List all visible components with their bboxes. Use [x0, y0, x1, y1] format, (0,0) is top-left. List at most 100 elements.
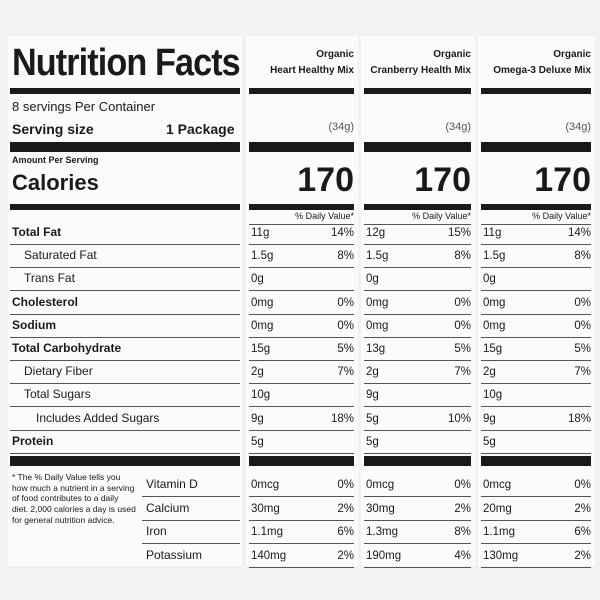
thick-bar	[481, 142, 591, 152]
row-rule	[364, 290, 471, 292]
row-rule	[249, 290, 354, 292]
percent-dv: 4%	[454, 549, 471, 562]
percent-dv: 7%	[454, 366, 471, 379]
amount: 2g	[366, 366, 379, 379]
amount: 0mg	[366, 296, 389, 309]
amount: 1.1mg	[483, 526, 515, 538]
percent-dv: 0%	[454, 319, 471, 332]
row-rule	[364, 543, 471, 544]
amount-per-serving: Amount Per Serving	[12, 155, 99, 165]
row-rule	[10, 429, 240, 431]
row-rule	[481, 336, 591, 338]
row-rule	[10, 336, 240, 338]
row-rule	[10, 383, 240, 385]
percent-dv: 5%	[454, 343, 471, 355]
percent-dv: 8%	[454, 250, 471, 263]
percent-dv: 0%	[337, 296, 354, 309]
percent-dv: 2%	[337, 549, 354, 562]
amount: 9g	[483, 412, 496, 425]
row-rule	[142, 543, 240, 544]
servings: 8 servings Per Container	[12, 99, 156, 114]
calories: 170	[297, 161, 354, 199]
amount: 0g	[251, 273, 264, 286]
amount: 20mg	[483, 502, 512, 515]
amount: 1.5g	[251, 250, 274, 263]
row-rule	[481, 290, 591, 292]
vitamin-name: Calcium	[146, 500, 190, 515]
amount: 5g	[483, 435, 496, 448]
amount: 0mg	[251, 319, 274, 332]
row-rule	[249, 244, 354, 245]
row-rule	[364, 496, 471, 497]
thick-bar	[10, 204, 240, 210]
product-name: Cranberry Health Mix	[370, 65, 471, 76]
amount: 0g	[483, 273, 496, 286]
row-rule	[364, 336, 471, 338]
percent-dv: 10%	[447, 412, 471, 425]
row-rule	[10, 313, 240, 315]
amount: 5g	[366, 412, 379, 425]
row-rule	[249, 429, 354, 431]
percent-dv: 2%	[574, 502, 591, 515]
amount: 190mg	[366, 549, 402, 562]
row-rule	[249, 543, 354, 544]
percent-dv: 0%	[454, 296, 471, 309]
percent-dv: 8%	[454, 526, 471, 538]
row-rule	[142, 496, 240, 497]
row-rule	[249, 452, 354, 454]
row-rule	[364, 429, 471, 431]
row-rule	[249, 336, 354, 338]
percent-dv: 7%	[574, 366, 591, 379]
percent-dv: 5%	[574, 343, 591, 355]
vitamin-name: Iron	[146, 524, 167, 538]
percent-dv: 0%	[574, 319, 591, 332]
dv-header: % Daily Value*	[412, 211, 471, 221]
amount: 30mg	[251, 502, 280, 515]
brand: Organic	[433, 49, 471, 60]
amount: 13g	[366, 343, 386, 355]
serving-size-label: Serving size	[12, 121, 94, 137]
dv-header: % Daily Value*	[532, 211, 591, 221]
row-rule	[10, 244, 240, 245]
row-rule	[364, 383, 471, 385]
serving-size-value: 1 Package	[166, 121, 235, 137]
amount: 15g	[483, 343, 503, 355]
thick-bar	[481, 456, 591, 466]
row-rule	[481, 452, 591, 454]
thick-bar	[10, 88, 240, 94]
amount: 0mcg	[483, 479, 512, 491]
nutrient-name: Saturated Fat	[24, 248, 97, 263]
row-rule	[364, 267, 471, 269]
row-rule	[249, 406, 354, 408]
row-rule	[481, 429, 591, 431]
product-name: Heart Healthy Mix	[270, 65, 354, 76]
amount: 2g	[251, 366, 264, 379]
percent-dv: 2%	[337, 502, 354, 515]
nutrient-name: Includes Added Sugars	[36, 410, 160, 425]
title: Nutrition Facts	[12, 42, 241, 84]
row-rule	[364, 224, 471, 225]
vitamin-name: Vitamin D	[146, 477, 198, 491]
amount: 10g	[483, 389, 503, 402]
nutrient-name: Protein	[12, 433, 54, 448]
percent-dv: 0%	[574, 479, 591, 491]
amount: 11g	[483, 227, 502, 239]
calories: 170	[414, 161, 471, 199]
nutrient-name: Sodium	[12, 317, 56, 332]
amount: 9g	[251, 412, 264, 425]
percent-dv: 0%	[454, 479, 471, 491]
row-rule	[10, 290, 240, 292]
thick-bar	[481, 204, 591, 210]
row-rule	[364, 452, 471, 454]
thick-bar	[249, 456, 354, 466]
amount: 12g	[366, 227, 386, 239]
row-rule	[481, 267, 591, 269]
percent-dv: 5%	[337, 343, 354, 355]
brand: Organic	[316, 49, 354, 60]
row-rule	[249, 496, 354, 497]
vitamin-name: Potassium	[146, 547, 203, 562]
row-rule	[481, 519, 591, 521]
row-rule	[481, 543, 591, 544]
thick-bar	[481, 88, 591, 94]
row-rule	[249, 519, 354, 521]
